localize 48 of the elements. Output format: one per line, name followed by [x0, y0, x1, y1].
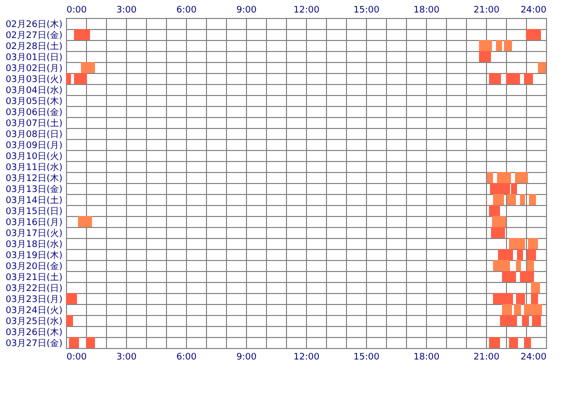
y-tick-label: 03月16日(月)	[6, 218, 62, 228]
y-tick-label: 03月15日(日)	[6, 207, 62, 217]
y-tick-label: 03月13日(金)	[6, 184, 62, 195]
y-tick-label: 03月12日(木)	[6, 173, 62, 184]
y-tick-label: 03月20日(金)	[6, 261, 62, 272]
y-tick-label: 03月11日(水)	[6, 162, 62, 173]
y-tick-label: 03月05日(木)	[6, 96, 62, 107]
x2-tick-label: 18:00	[414, 6, 440, 16]
y-tick-label: 03月26日(木)	[6, 327, 62, 338]
y-tick-label: 03月09日(月)	[6, 141, 62, 151]
x-tick-label: 3:00	[116, 352, 137, 362]
y-tick-label: 03月18日(水)	[6, 239, 62, 250]
y-tick-label: 03月03日(火)	[6, 74, 62, 85]
x2-tick-label: 12:00	[294, 6, 320, 16]
y-tick-label: 03月10日(火)	[6, 151, 62, 162]
y-tick-label: 03月17日(火)	[6, 228, 62, 239]
x-tick-label: 6:00	[176, 352, 197, 362]
y-tick-label: 03月01日(日)	[6, 53, 62, 63]
x-tick-label: 9:00	[236, 352, 257, 362]
y-tick-label: 02月27日(金)	[6, 30, 62, 41]
y-tick-label: 02月28日(土)	[6, 41, 62, 52]
y-tick-label: 03月21日(土)	[6, 272, 62, 283]
x2-tick-label: 0:00	[66, 6, 87, 16]
y-tick-label: 03月02日(月)	[6, 64, 62, 74]
x2-tick-label: 9:00	[236, 6, 257, 16]
y-tick-label: 03月08日(日)	[6, 130, 62, 140]
y-tick-label: 03月24日(火)	[6, 305, 62, 316]
x-tick-label: 15:00	[354, 352, 380, 362]
y-tick-label: 03月19日(木)	[6, 250, 62, 261]
y-tick-label: 03月23日(月)	[6, 295, 62, 305]
x-tick-label: 21:00	[474, 352, 500, 362]
y-tick-label: 03月06日(金)	[6, 107, 62, 118]
y-tick-label: 03月22日(日)	[6, 284, 62, 294]
x-tick-label: 12:00	[294, 352, 320, 362]
x-tick-label: 0:00	[66, 352, 87, 362]
x-tick-label: 24:00	[520, 352, 547, 362]
x2-tick-label: 6:00	[176, 6, 197, 16]
y-tick-label: 03月14日(土)	[6, 195, 62, 206]
y-tick-label: 03月25日(水)	[6, 316, 62, 327]
x2-tick-label: 21:00	[474, 6, 500, 16]
y-tick-label: 03月27日(金)	[6, 338, 62, 349]
y-tick-label: 03月04日(水)	[6, 85, 62, 96]
x-tick-label: 18:00	[414, 352, 440, 362]
y-tick-label: 03月07日(土)	[6, 118, 62, 129]
y-tick-label: 02月26日(木)	[6, 19, 62, 30]
x2-tick-label: 15:00	[354, 6, 380, 16]
x2-tick-label: 3:00	[116, 6, 137, 16]
x2-tick-label: 24:00	[520, 6, 547, 16]
